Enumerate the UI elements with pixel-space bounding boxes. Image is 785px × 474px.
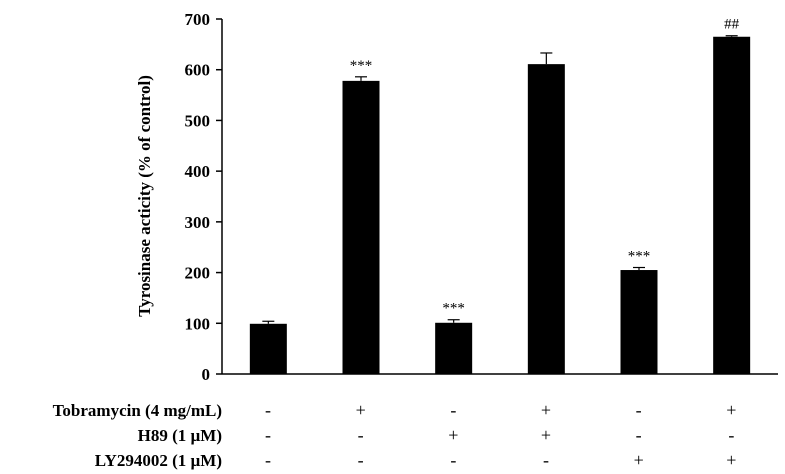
bar-6 <box>713 36 751 374</box>
condition-value: - <box>450 400 456 420</box>
condition-value: + <box>356 400 366 420</box>
condition-label: H89 (1 µM) <box>138 426 222 445</box>
significance-label: *** <box>350 58 373 74</box>
condition-value: + <box>448 425 458 445</box>
condition-value: - <box>265 450 271 470</box>
bar-3 <box>435 322 473 374</box>
y-tick-label: 0 <box>202 365 211 384</box>
condition-value: + <box>726 400 736 420</box>
condition-value: - <box>265 425 271 445</box>
condition-value: - <box>358 450 364 470</box>
condition-label: Tobramycin (4 mg/mL) <box>53 401 222 420</box>
error-bars <box>262 35 738 324</box>
significance-label: *** <box>442 301 465 317</box>
bar-1 <box>249 323 287 374</box>
condition-table: Tobramycin (4 mg/mL) - + - + - + H89 (1 µM) - - + +… <box>53 400 737 470</box>
condition-value: + <box>634 450 644 470</box>
significance-label: *** <box>628 249 651 265</box>
y-tick-label: 600 <box>185 61 211 80</box>
y-ticks: 0 100 200 300 400 500 600 700 <box>185 10 222 384</box>
significance-labels: *** *** *** ## <box>350 17 740 317</box>
bars <box>249 36 751 374</box>
y-tick-label: 400 <box>185 162 211 181</box>
condition-value: - <box>358 425 364 445</box>
condition-label: LY294002 (1 µM) <box>95 451 222 470</box>
condition-value: - <box>450 450 456 470</box>
axes <box>221 19 778 375</box>
condition-value: + <box>541 425 551 445</box>
condition-value: - <box>543 450 549 470</box>
y-axis-label: Tyrosinase acticity (% of control) <box>135 75 154 317</box>
significance-label: ## <box>724 17 740 33</box>
condition-value: - <box>636 400 642 420</box>
condition-value: - <box>265 400 271 420</box>
y-tick-label: 100 <box>185 314 211 333</box>
y-tick-label: 300 <box>185 213 211 232</box>
condition-value: + <box>541 400 551 420</box>
y-tick-label: 700 <box>185 10 211 29</box>
y-tick-label: 500 <box>185 111 211 130</box>
bar-2 <box>342 80 380 374</box>
bar-5 <box>620 270 658 374</box>
condition-value: - <box>728 425 734 445</box>
y-tick-label: 200 <box>185 264 211 283</box>
condition-value: - <box>636 425 642 445</box>
bar-4 <box>527 64 565 374</box>
condition-value: + <box>726 450 736 470</box>
